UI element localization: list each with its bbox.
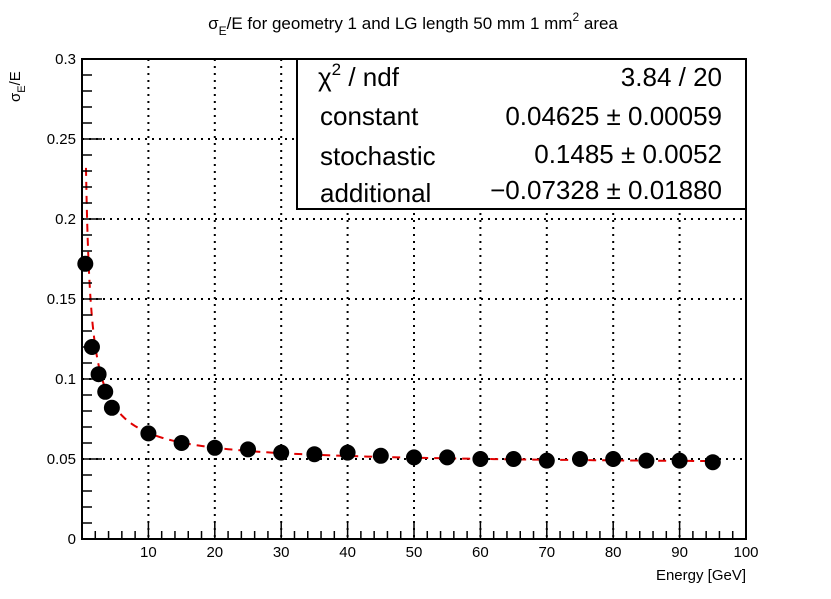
- y-tick-label: 0.25: [47, 131, 76, 148]
- y-tick-labels: 0 0.05 0.1 0.15 0.2 0.25 0.3: [47, 51, 76, 548]
- data-point: [472, 451, 489, 467]
- data-point: [538, 452, 555, 469]
- data-point: [306, 446, 323, 463]
- x-tick-label: 50: [406, 544, 423, 561]
- fit-layer: [84, 167, 710, 463]
- data-point: [240, 441, 256, 458]
- stats-box-frame: [296, 58, 747, 210]
- stats-additional-value: −0.07328 ± 0.01880: [490, 175, 722, 205]
- data-point: [406, 449, 422, 466]
- stats-box: χ2 / ndf 3.84 / 20 constant 0.04625 ± 0.…: [296, 58, 747, 210]
- x-tick-label: 60: [472, 544, 489, 561]
- data-point: [206, 439, 223, 456]
- data-point: [339, 444, 356, 461]
- data-point: [704, 454, 721, 471]
- tick-marks: [81, 58, 747, 540]
- data-point: [90, 366, 107, 383]
- y-tick-label: 0.1: [55, 371, 76, 388]
- data-point: [505, 451, 522, 467]
- data-point: [273, 444, 290, 461]
- chart-title: σE/E for geometry 1 and LG length 50 mm …: [208, 10, 618, 38]
- points-layer: [77, 255, 721, 471]
- data-point: [605, 451, 622, 467]
- x-tick-label: 90: [671, 544, 688, 561]
- y-tick-label: 0: [68, 531, 76, 548]
- y-tick-label: 0.3: [55, 51, 76, 68]
- stats-stochastic-value: 0.1485 ± 0.0052: [534, 139, 722, 169]
- x-tick-labels: 10 20 30 40 50 60 70 80 90 100: [140, 544, 758, 561]
- x-tick-label: 30: [273, 544, 290, 561]
- data-point: [103, 399, 120, 416]
- y-tick-label: 0.05: [47, 451, 76, 468]
- data-point: [439, 449, 456, 466]
- data-point: [77, 255, 94, 272]
- y-tick-label: 0.15: [47, 291, 76, 308]
- y-axis-label: σE/E: [7, 71, 28, 102]
- stats-additional-label: additional: [320, 178, 431, 208]
- x-axis-label: Energy [GeV]: [656, 567, 746, 584]
- x-tick-label: 70: [538, 544, 555, 561]
- stats-stochastic-label: stochastic: [320, 141, 436, 171]
- x-tick-label: 20: [206, 544, 223, 561]
- data-point: [671, 452, 688, 469]
- data-point: [140, 425, 157, 442]
- stats-chi2-value: 3.84 / 20: [621, 62, 722, 92]
- stats-constant-value: 0.04625 ± 0.00059: [505, 101, 722, 131]
- data-point: [638, 452, 655, 469]
- data-point: [97, 383, 114, 400]
- x-tick-label: 40: [339, 544, 356, 561]
- y-tick-label: 0.2: [55, 211, 76, 228]
- data-point: [173, 435, 190, 451]
- x-tick-label: 100: [733, 544, 758, 561]
- fit-curve: [84, 167, 710, 463]
- stats-constant-label: constant: [320, 101, 419, 131]
- x-tick-label: 80: [605, 544, 622, 561]
- stats-chi2-label: χ2 / ndf: [318, 60, 400, 92]
- data-point: [572, 451, 588, 467]
- data-point: [372, 447, 389, 464]
- x-tick-label: 10: [140, 544, 157, 561]
